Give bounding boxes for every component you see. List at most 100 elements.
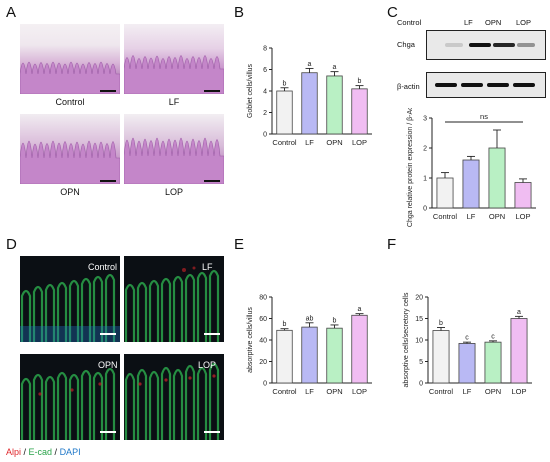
lane-label-control: Control — [397, 18, 422, 27]
y-tick-label: 15 — [415, 316, 423, 323]
y-tick-label: 3 — [423, 116, 427, 123]
he-caption-lop: LOP — [164, 187, 183, 197]
scale-bar — [204, 431, 220, 433]
chart-absorptive-secretory-ratio: 0 5 10 15 20 absorptive cells/secretory cells… — [403, 292, 532, 396]
panel-label-e: E — [234, 236, 245, 253]
chga-band — [493, 43, 515, 47]
bar — [484, 341, 502, 384]
y-axis-label: Goblet cells/villus — [247, 63, 254, 118]
alpi-label: Alpi — [6, 447, 22, 457]
significance-letter: b — [439, 320, 443, 327]
significance-letter: a — [308, 61, 312, 68]
bar — [276, 329, 293, 384]
if-caption-control: Control — [88, 262, 118, 272]
blot-label-chga: Chga — [397, 40, 415, 49]
chga-band — [445, 43, 463, 47]
bar — [462, 159, 480, 209]
x-tick-label: Control — [272, 387, 297, 396]
chga-band — [469, 43, 491, 47]
bar — [301, 72, 318, 135]
bar — [326, 327, 343, 384]
y-tick-label: 20 — [259, 359, 267, 366]
panel-label-f: F — [387, 236, 397, 253]
x-tick-label: Control — [429, 387, 454, 396]
if-caption-lop: LOP — [198, 360, 217, 370]
x-tick-label: LF — [305, 387, 314, 396]
scale-bar — [204, 90, 220, 92]
y-tick-label: 5 — [419, 359, 423, 366]
x-tick-label: LF — [305, 138, 314, 147]
he-micrograph-control — [20, 24, 120, 94]
y-tick-label: 2 — [263, 110, 267, 117]
scale-bar — [204, 333, 220, 335]
chart-absorptive-cells: 0 20 40 60 80 absorptive cells/villus b Control… — [247, 295, 372, 396]
x-tick-label: Control — [433, 212, 458, 221]
significance-letter: a — [517, 309, 521, 316]
if-caption-opn: OPN — [98, 360, 118, 370]
he-caption-opn: OPN — [60, 187, 80, 197]
panel-label-d: D — [6, 236, 17, 253]
x-tick-label: LF — [463, 387, 472, 396]
scale-bar — [100, 180, 116, 182]
ns-annotation: ns — [480, 112, 488, 121]
if-micrograph-opn — [20, 354, 120, 440]
y-tick-label: 0 — [263, 381, 267, 388]
x-tick-label: LOP — [515, 212, 530, 221]
x-tick-label: OPN — [326, 387, 342, 396]
he-caption-lf: LF — [168, 97, 180, 107]
bar — [458, 343, 476, 384]
y-tick-label: 8 — [263, 46, 267, 53]
bar — [510, 318, 528, 384]
western-blot-chga — [426, 30, 546, 60]
x-tick-label: OPN — [489, 212, 505, 221]
bar — [432, 330, 450, 384]
significance-letter: ab — [306, 315, 314, 322]
chga-band — [517, 43, 535, 47]
y-tick-label: 6 — [263, 67, 267, 74]
bar — [436, 177, 454, 209]
significance-letter: a — [358, 306, 362, 313]
actin-band — [487, 83, 509, 87]
y-tick-label: 20 — [415, 295, 423, 302]
he-caption-control: Control — [55, 97, 85, 107]
dapi-label: DAPI — [59, 447, 81, 457]
actin-band — [435, 83, 457, 87]
significance-letter: b — [358, 78, 362, 85]
y-tick-label: 2 — [423, 146, 427, 153]
y-axis-label: absorptive cells/villus — [247, 307, 254, 373]
y-tick-label: 80 — [259, 295, 267, 302]
actin-band — [461, 83, 483, 87]
chart-chga-expression: 0 1 2 3 Chga relative protein expression / β… — [407, 108, 536, 227]
y-axis-label: Chga relative protein expression / β-Act… — [407, 108, 414, 227]
chart-goblet-cells: 0 2 4 6 8 Goblet cells/villus b Control a LF a OPN b… — [247, 46, 372, 147]
y-tick-label: 1 — [423, 176, 427, 183]
blot-label-actin: β-actin — [397, 82, 420, 91]
bar — [514, 182, 532, 209]
x-tick-label: LOP — [352, 138, 367, 147]
legend-separator: / — [21, 447, 29, 457]
if-micrograph-lop — [124, 354, 224, 440]
scale-bar — [100, 333, 116, 335]
western-blot-actin — [426, 72, 546, 98]
legend-separator: / — [52, 447, 60, 457]
scale-bar — [204, 180, 220, 182]
panel-label-b: B — [234, 4, 245, 21]
significance-letter: c — [491, 333, 495, 340]
panel-label-c: C — [387, 4, 398, 21]
significance-letter: c — [465, 335, 469, 342]
x-tick-label: LOP — [511, 387, 526, 396]
he-micrograph-lop — [124, 114, 224, 184]
bar — [301, 326, 318, 384]
scale-bar — [100, 431, 116, 433]
y-axis-label: absorptive cells/secretory cells — [403, 292, 410, 387]
scale-bar — [100, 90, 116, 92]
significance-letter: b — [283, 321, 287, 328]
significance-letter: a — [333, 64, 337, 71]
actin-band — [513, 83, 535, 87]
lane-label-lop: LOP — [516, 18, 532, 27]
y-tick-label: 0 — [423, 206, 427, 213]
significance-letter: b — [333, 317, 337, 324]
x-tick-label: LF — [467, 212, 476, 221]
if-legend: Alpi / E-cad / DAPI — [6, 447, 81, 457]
y-tick-label: 0 — [263, 132, 267, 139]
